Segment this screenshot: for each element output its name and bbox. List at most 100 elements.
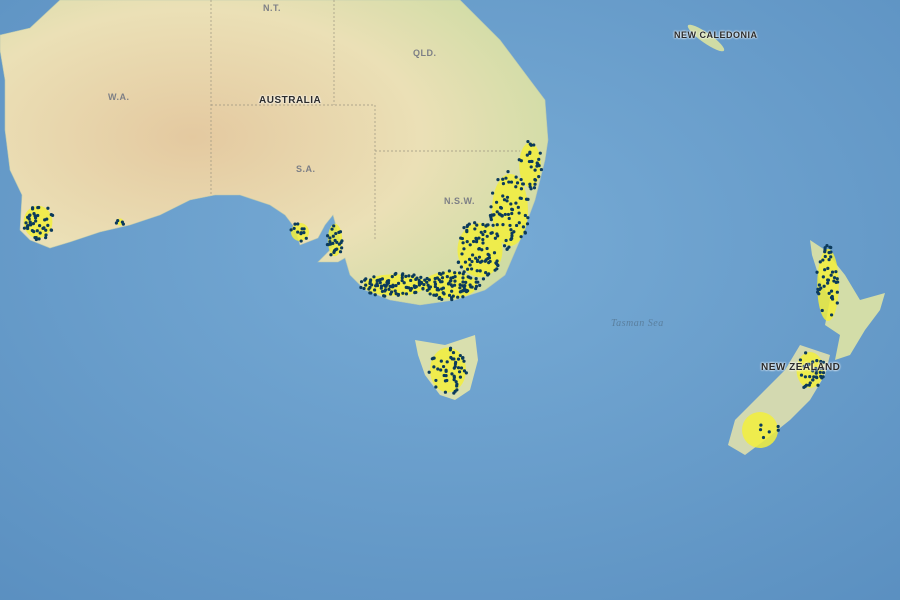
- occurrence-point[interactable]: [458, 286, 462, 290]
- occurrence-point[interactable]: [437, 296, 441, 300]
- occurrence-point[interactable]: [453, 275, 457, 279]
- occurrence-point[interactable]: [516, 205, 520, 209]
- occurrence-point[interactable]: [330, 227, 334, 231]
- occurrence-point[interactable]: [528, 185, 532, 189]
- occurrence-point[interactable]: [798, 358, 803, 362]
- occurrence-point[interactable]: [412, 284, 416, 288]
- occurrence-point[interactable]: [461, 276, 465, 280]
- occurrence-point[interactable]: [378, 281, 382, 285]
- occurrence-point[interactable]: [487, 272, 491, 276]
- occurrence-point[interactable]: [536, 162, 540, 166]
- occurrence-point[interactable]: [372, 288, 377, 292]
- occurrence-point[interactable]: [462, 247, 466, 251]
- occurrence-point[interactable]: [509, 180, 514, 184]
- occurrence-point[interactable]: [439, 368, 443, 372]
- occurrence-point[interactable]: [475, 238, 479, 242]
- occurrence-point[interactable]: [421, 286, 425, 291]
- occurrence-point[interactable]: [826, 281, 830, 285]
- occurrence-point[interactable]: [364, 283, 368, 287]
- occurrence-point[interactable]: [505, 195, 510, 199]
- occurrence-point[interactable]: [818, 370, 822, 374]
- occurrence-point[interactable]: [456, 357, 461, 361]
- occurrence-point[interactable]: [823, 268, 827, 272]
- occurrence-point[interactable]: [36, 213, 40, 218]
- occurrence-point[interactable]: [761, 435, 766, 440]
- occurrence-point[interactable]: [326, 234, 330, 238]
- occurrence-point[interactable]: [391, 283, 395, 287]
- occurrence-point[interactable]: [815, 376, 819, 380]
- occurrence-point[interactable]: [359, 280, 364, 284]
- occurrence-point[interactable]: [453, 279, 457, 283]
- occurrence-point[interactable]: [499, 213, 503, 217]
- occurrence-point[interactable]: [834, 270, 838, 274]
- occurrence-point[interactable]: [519, 159, 523, 163]
- occurrence-point[interactable]: [296, 222, 300, 226]
- occurrence-point[interactable]: [827, 291, 831, 295]
- occurrence-point[interactable]: [400, 276, 404, 280]
- occurrence-point[interactable]: [480, 248, 484, 252]
- occurrence-point[interactable]: [425, 280, 429, 284]
- occurrence-point[interactable]: [410, 274, 415, 279]
- occurrence-point[interactable]: [325, 242, 329, 247]
- occurrence-point[interactable]: [362, 286, 366, 291]
- occurrence-point[interactable]: [478, 283, 482, 287]
- occurrence-point[interactable]: [811, 369, 815, 373]
- occurrence-point[interactable]: [338, 250, 343, 254]
- occurrence-point[interactable]: [337, 230, 341, 234]
- occurrence-point[interactable]: [380, 289, 384, 294]
- occurrence-point[interactable]: [334, 231, 338, 236]
- occurrence-point[interactable]: [425, 276, 429, 281]
- occurrence-point[interactable]: [804, 383, 809, 387]
- occurrence-point[interactable]: [444, 374, 448, 378]
- occurrence-point[interactable]: [828, 245, 832, 249]
- occurrence-point[interactable]: [404, 292, 409, 296]
- occurrence-point[interactable]: [532, 143, 536, 147]
- occurrence-point[interactable]: [419, 280, 423, 285]
- occurrence-point[interactable]: [483, 259, 487, 263]
- occurrence-point[interactable]: [811, 360, 815, 364]
- occurrence-point[interactable]: [776, 428, 780, 432]
- occurrence-point[interactable]: [477, 255, 482, 259]
- occurrence-point[interactable]: [501, 182, 506, 186]
- occurrence-point[interactable]: [470, 267, 474, 271]
- occurrence-point[interactable]: [417, 278, 421, 283]
- occurrence-point[interactable]: [456, 260, 460, 264]
- occurrence-point[interactable]: [44, 236, 48, 240]
- occurrence-point[interactable]: [299, 231, 303, 235]
- occurrence-point[interactable]: [835, 277, 839, 281]
- occurrence-point[interactable]: [523, 213, 527, 218]
- occurrence-point[interactable]: [417, 283, 422, 287]
- occurrence-point[interactable]: [456, 295, 460, 299]
- occurrence-point[interactable]: [419, 275, 423, 279]
- occurrence-point[interactable]: [481, 277, 486, 281]
- occurrence-point[interactable]: [475, 223, 479, 227]
- occurrence-point[interactable]: [407, 286, 411, 290]
- occurrence-point[interactable]: [434, 293, 438, 297]
- occurrence-point[interactable]: [830, 270, 835, 274]
- occurrence-point[interactable]: [499, 206, 504, 210]
- occurrence-point[interactable]: [328, 239, 332, 244]
- occurrence-point[interactable]: [494, 200, 499, 204]
- occurrence-point[interactable]: [537, 175, 541, 179]
- occurrence-point[interactable]: [474, 256, 478, 260]
- occurrence-point[interactable]: [453, 271, 457, 275]
- occurrence-point[interactable]: [45, 217, 49, 221]
- occurrence-point[interactable]: [461, 356, 465, 360]
- occurrence-point[interactable]: [533, 178, 538, 182]
- occurrence-point[interactable]: [489, 218, 493, 222]
- occurrence-point[interactable]: [439, 272, 443, 276]
- occurrence-point[interactable]: [491, 191, 495, 195]
- occurrence-point[interactable]: [502, 198, 507, 202]
- occurrence-point[interactable]: [383, 294, 387, 298]
- occurrence-point[interactable]: [501, 194, 505, 198]
- occurrence-point[interactable]: [814, 371, 818, 375]
- occurrence-point[interactable]: [299, 239, 303, 243]
- occurrence-point[interactable]: [363, 278, 367, 282]
- occurrence-point[interactable]: [496, 263, 500, 268]
- occurrence-point[interactable]: [505, 247, 509, 251]
- occurrence-point[interactable]: [404, 285, 408, 289]
- occurrence-point[interactable]: [383, 289, 387, 293]
- occurrence-point[interactable]: [476, 280, 480, 284]
- occurrence-point[interactable]: [428, 285, 433, 289]
